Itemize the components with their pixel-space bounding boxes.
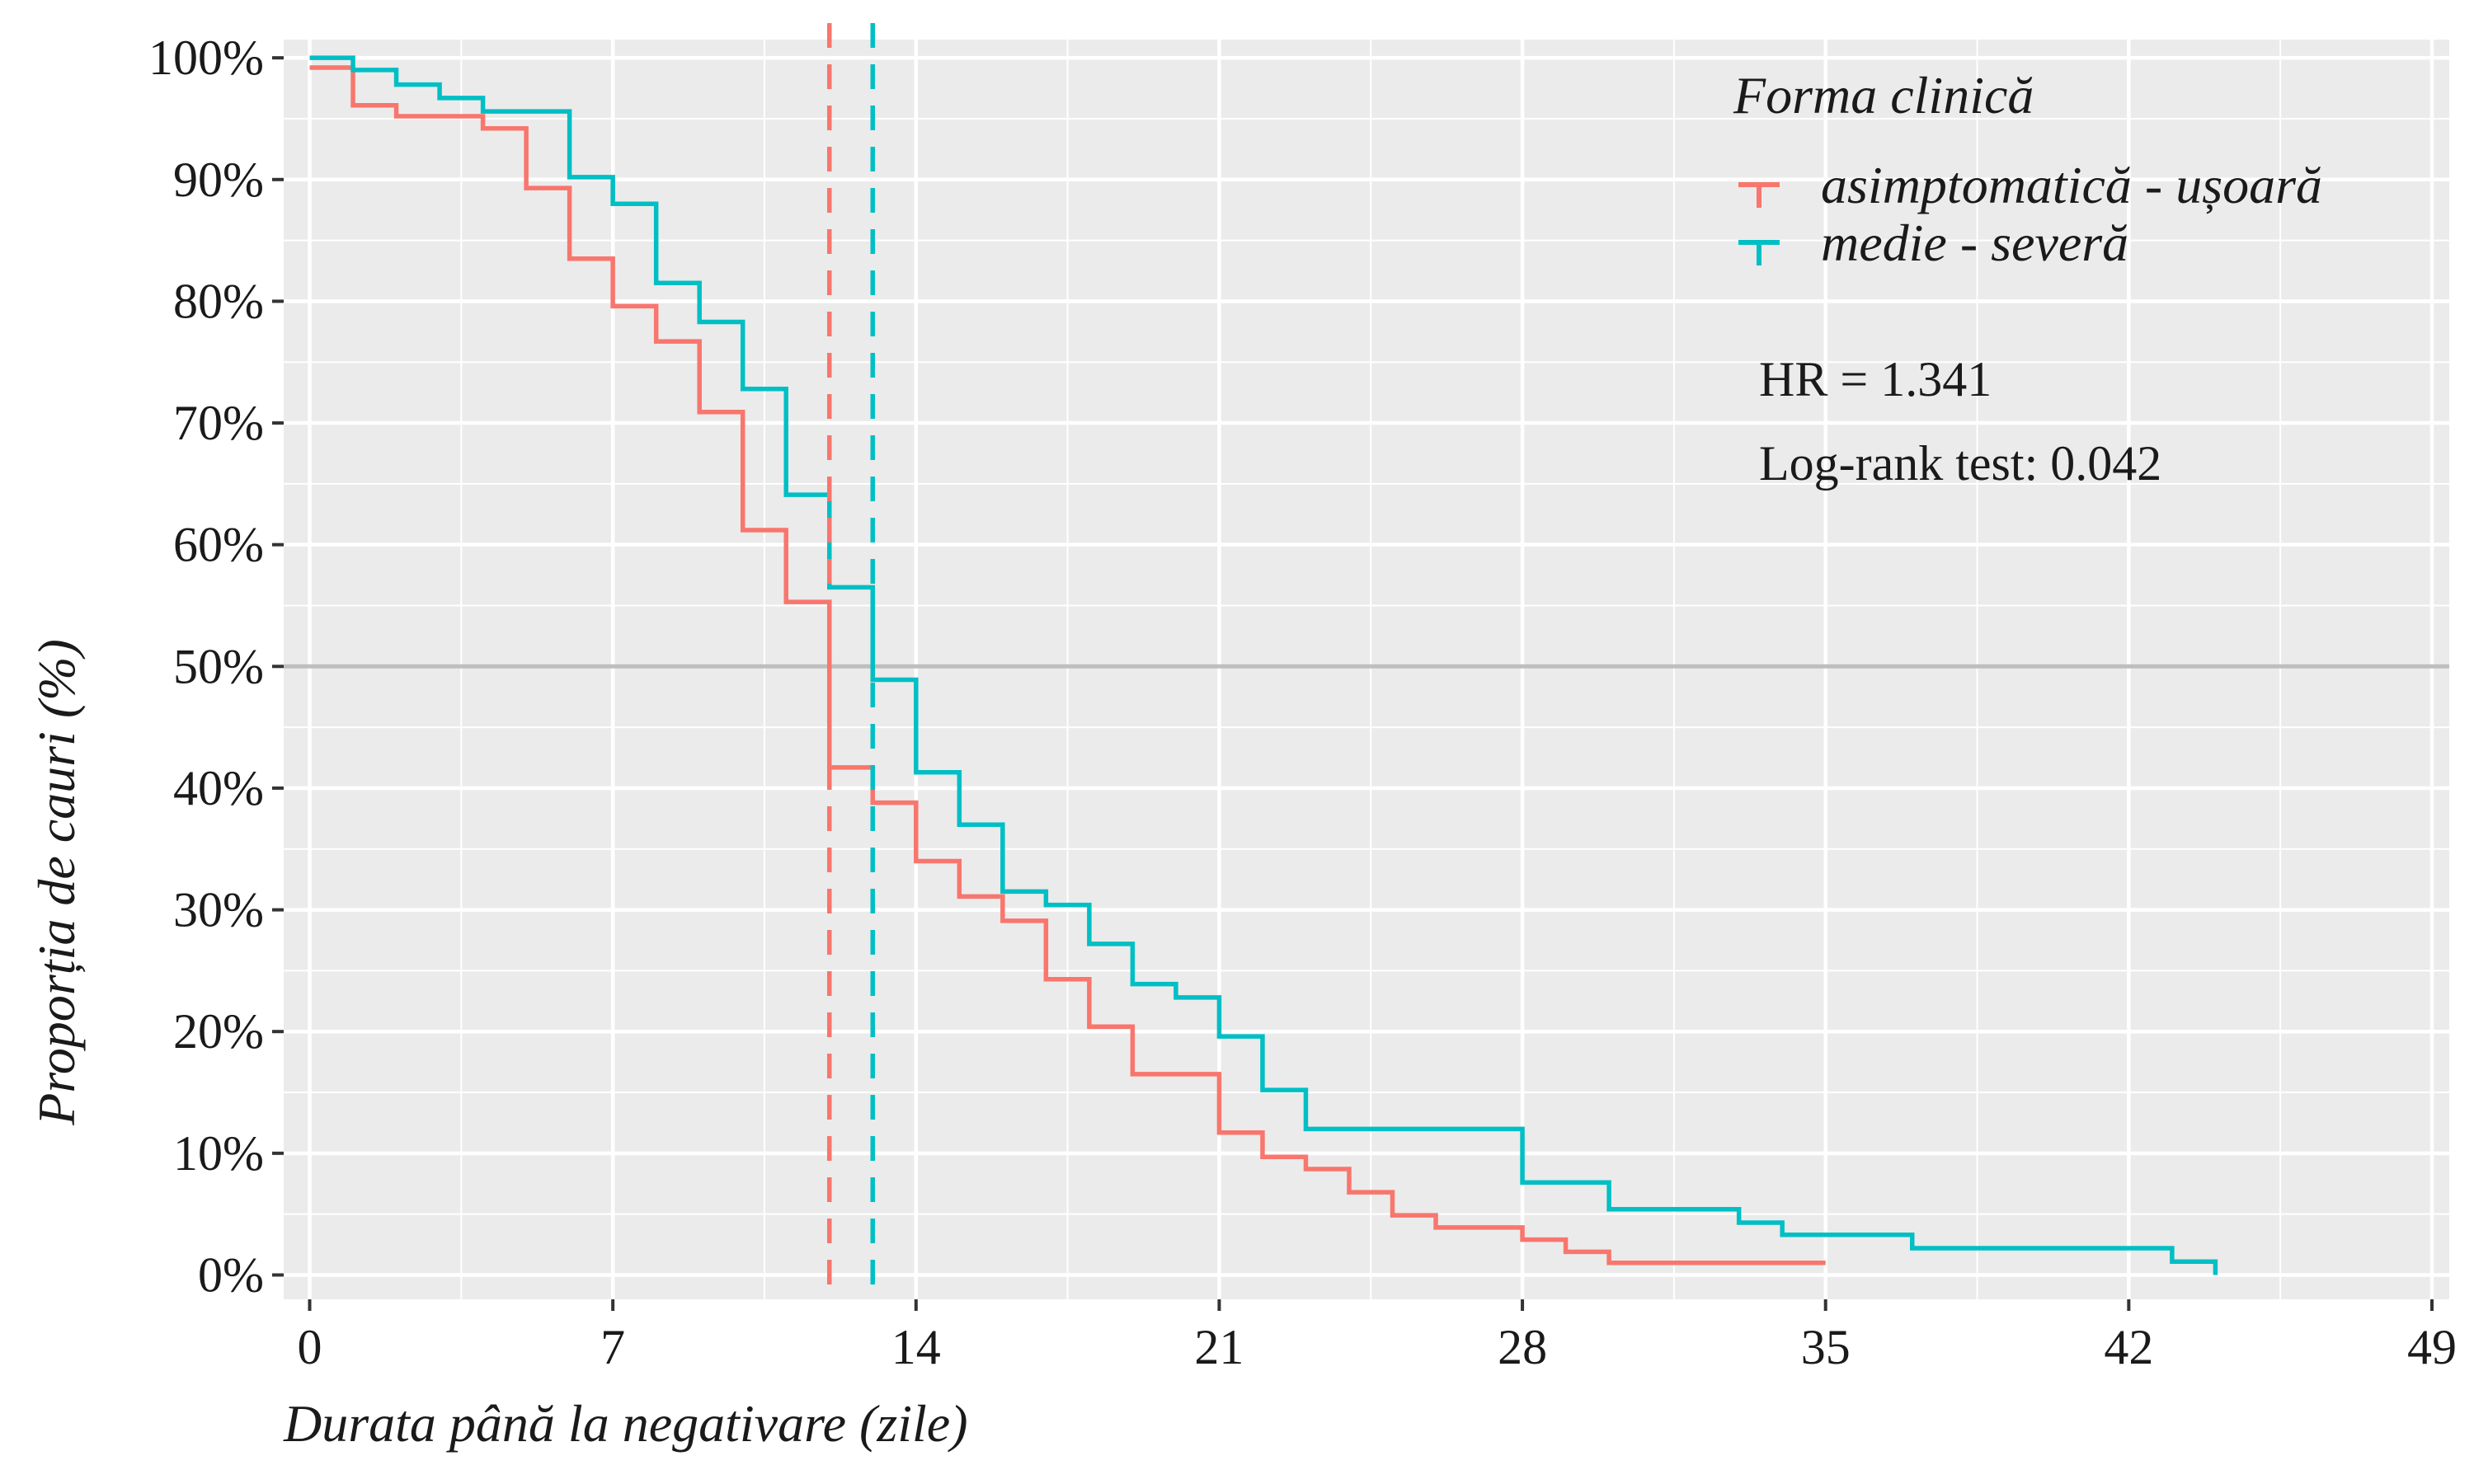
- y-tick-label: 0%: [198, 1247, 264, 1302]
- y-tick-label: 70%: [173, 396, 264, 450]
- x-tick-label: 35: [1801, 1320, 1851, 1374]
- hr-annotation: HR = 1.341: [1759, 352, 1992, 406]
- y-tick-label: 10%: [173, 1126, 264, 1181]
- y-tick-label: 100%: [148, 31, 264, 85]
- logrank-annotation: Log-rank test: 0.042: [1759, 436, 2161, 491]
- minor-grid: [284, 40, 2449, 1299]
- x-tick-label: 21: [1194, 1320, 1244, 1374]
- y-tick-label: 60%: [173, 518, 264, 572]
- y-tick-label: 40%: [173, 761, 264, 815]
- y-tick-label: 30%: [173, 883, 264, 937]
- survival-curve-1: [309, 55, 2218, 1275]
- x-tick-label: 0: [298, 1320, 322, 1374]
- legend: Forma clinică asimptomatică - ușoară med…: [1733, 66, 2322, 272]
- legend-key-0: [1738, 182, 1780, 208]
- x-tick-label: 42: [2104, 1320, 2153, 1374]
- plot-panel: [284, 40, 2449, 1299]
- y-axis: 0% 10% 20% 30% 40% 50% 60% 70% 80% 90% 100%: [148, 31, 284, 1302]
- x-tick-label: 7: [600, 1320, 625, 1374]
- median-lines: [827, 23, 876, 1299]
- survival-curve-0: [309, 65, 1826, 1266]
- legend-label-0: asimptomatică - ușoară: [1821, 156, 2322, 214]
- series-layer: [309, 55, 2218, 1275]
- x-axis-title: Durata până la negativare (zile): [283, 1394, 968, 1453]
- x-tick-label: 28: [1498, 1320, 1547, 1374]
- y-tick-label: 50%: [173, 639, 264, 693]
- y-tick-label: 90%: [173, 153, 264, 207]
- y-tick-label: 20%: [173, 1004, 264, 1059]
- x-axis: 0 7 14 21 28 35 42 49: [298, 1299, 2457, 1374]
- legend-label-1: medie - severă: [1821, 214, 2128, 272]
- legend-title: Forma clinică: [1733, 66, 2034, 124]
- x-tick-label: 49: [2407, 1320, 2457, 1374]
- y-tick-label: 80%: [173, 274, 264, 328]
- legend-key-1: [1738, 240, 1780, 265]
- y-axis-title: Proporția de cauri (%): [27, 639, 86, 1126]
- x-tick-label: 14: [891, 1320, 941, 1374]
